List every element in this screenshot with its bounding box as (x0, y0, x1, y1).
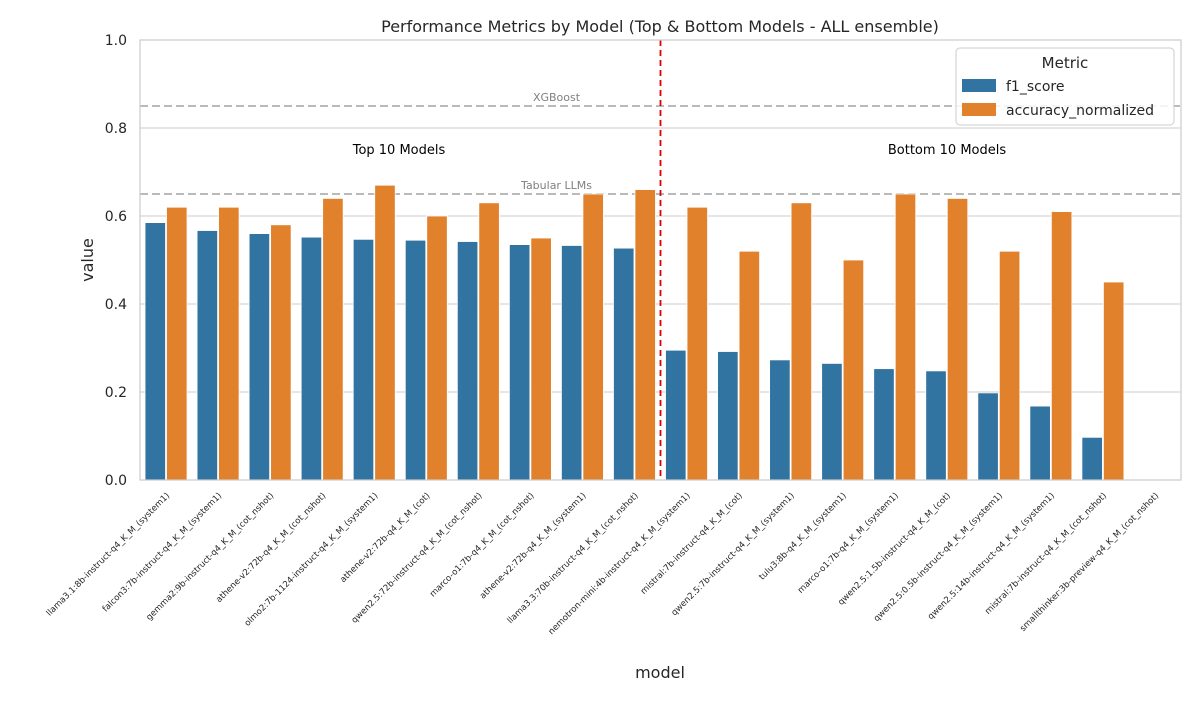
bar-accuracy-normalized-8 (530, 237, 552, 481)
bar-accuracy-normalized-19 (1103, 281, 1125, 481)
group-label-bottom: Bottom 10 Models (888, 143, 1007, 158)
bar-f1-score-7 (456, 241, 479, 481)
legend-box (955, 47, 1175, 126)
x-axis-label: model (635, 663, 685, 682)
legend-swatch-f1-score (962, 79, 996, 92)
bar-accuracy-normalized-18 (1050, 211, 1073, 481)
legend: Metric f1_score accuracy_normalized (955, 47, 1175, 126)
labels: Performance Metrics by Model (Top & Bott… (78, 17, 1006, 682)
legend-swatch-accuracy-normalized (962, 103, 996, 116)
bar-f1-score-2 (196, 230, 218, 481)
y-axis-label: value (78, 238, 97, 282)
bar-f1-score-13 (769, 359, 791, 481)
bar-accuracy-normalized-15 (894, 193, 917, 481)
legend-label-accuracy-normalized: accuracy_normalized (1006, 103, 1154, 119)
bar-accuracy-normalized-1 (166, 206, 188, 481)
y-tick-label: 0.2 (105, 385, 127, 401)
bar-accuracy-normalized-13 (790, 202, 813, 481)
bars (144, 184, 1125, 481)
bar-accuracy-normalized-5 (374, 184, 396, 481)
bar-f1-score-19 (1081, 436, 1103, 481)
legend-label-f1-score: f1_score (1006, 79, 1064, 95)
bar-f1-score-11 (665, 349, 687, 481)
reference-line-label-xgboost: XGBoost (533, 91, 581, 104)
bar-f1-score-14 (821, 362, 843, 481)
bar-f1-score-9 (561, 245, 583, 481)
bar-accuracy-normalized-4 (322, 197, 344, 481)
bar-f1-score-12 (717, 351, 739, 481)
plot-frame (139, 39, 1182, 481)
bar-f1-score-8 (508, 244, 531, 481)
reference-line-label-tabular-llms: Tabular LLMs (520, 179, 592, 192)
bar-f1-score-16 (925, 370, 947, 481)
y-tick-label: 1.0 (105, 33, 127, 49)
group-label-top: Top 10 Models (352, 143, 446, 158)
y-tick-label: 0.6 (105, 209, 127, 225)
y-tick-label: 0.0 (105, 473, 127, 489)
bar-f1-score-5 (352, 238, 375, 481)
bar-f1-score-4 (300, 236, 323, 481)
bar-accuracy-normalized-17 (998, 250, 1021, 481)
bar-accuracy-normalized-7 (478, 202, 500, 481)
y-tick-label: 0.4 (105, 297, 127, 313)
bar-accuracy-normalized-3 (270, 224, 292, 481)
bar-f1-score-10 (613, 247, 635, 481)
bar-accuracy-normalized-11 (686, 206, 708, 481)
bar-f1-score-18 (1029, 405, 1051, 481)
bar-accuracy-normalized-16 (946, 197, 969, 481)
bar-accuracy-normalized-10 (634, 189, 656, 481)
bar-f1-score-6 (404, 239, 427, 481)
chart-title: Performance Metrics by Model (Top & Bott… (381, 17, 939, 36)
bar-accuracy-normalized-12 (738, 250, 760, 481)
bar-accuracy-normalized-9 (582, 193, 604, 481)
bar-f1-score-3 (248, 233, 271, 481)
bar-f1-score-1 (144, 222, 166, 481)
bar-f1-score-17 (977, 392, 999, 481)
bar-accuracy-normalized-6 (426, 215, 448, 481)
bar-f1-score-15 (873, 368, 895, 481)
y-tick-label: 0.8 (105, 121, 127, 137)
bar-accuracy-normalized-2 (218, 206, 240, 481)
legend-title: Metric (1042, 54, 1089, 72)
bar-accuracy-normalized-14 (842, 259, 865, 481)
